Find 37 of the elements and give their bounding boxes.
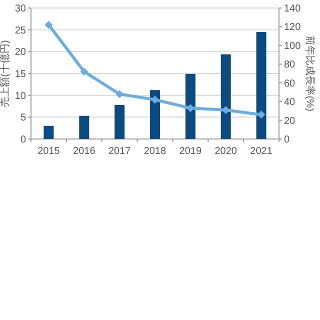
bar: [150, 90, 160, 139]
y-tick-label: 25: [14, 25, 26, 36]
bar: [256, 32, 266, 139]
y2-tick-label: 100: [284, 40, 302, 52]
bar: [44, 126, 54, 139]
point: [151, 96, 159, 104]
y-tick-label: 30: [14, 4, 26, 14]
x-tick-label: 2018: [144, 146, 167, 157]
y2-axis-title: 前年比成長率(%): [304, 36, 316, 112]
y2-tick-label: 0: [284, 134, 290, 146]
y2-tick-label: 20: [284, 116, 296, 127]
bar: [185, 74, 196, 139]
y2-tick-label: 60: [284, 78, 296, 90]
y-tick-label: 20: [14, 47, 26, 58]
y2-tick-label: 140: [284, 4, 302, 14]
x-tick-label: 2017: [108, 146, 132, 157]
point: [116, 90, 124, 98]
y-tick-label: 5: [20, 112, 26, 124]
y-tick-label: 0: [20, 134, 26, 146]
point: [44, 20, 53, 29]
y-tick-label: 10: [14, 90, 26, 102]
x-tick-label: 2020: [214, 146, 238, 157]
y2-tick-label: 120: [284, 22, 302, 34]
bar: [220, 54, 231, 139]
x-tick-label: 2019: [179, 146, 202, 157]
y2-tick-label: 40: [284, 97, 296, 108]
point: [80, 68, 88, 76]
point: [186, 104, 194, 112]
bar: [114, 104, 125, 139]
x-tick-label: 2016: [73, 146, 96, 157]
bar: [79, 116, 90, 139]
y2-tick-label: 80: [284, 60, 296, 71]
x-tick-label: 2015: [38, 146, 60, 157]
point: [257, 110, 266, 119]
y-axis-title: 売上額(十億円): [0, 40, 11, 107]
x-tick-label: 2021: [250, 146, 273, 157]
y-tick-label: 15: [14, 69, 26, 80]
